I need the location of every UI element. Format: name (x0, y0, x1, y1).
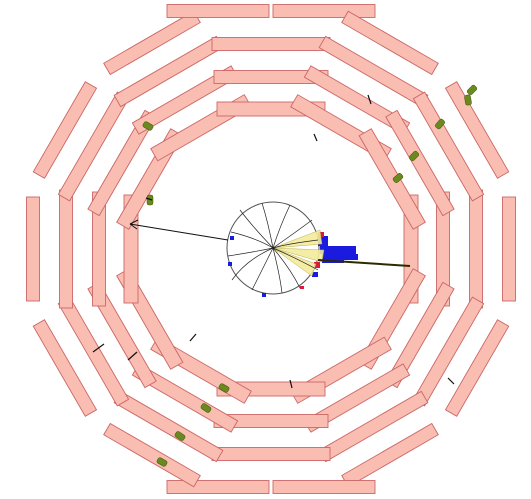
muon-chamber (166, 4, 270, 18)
track (230, 231, 274, 249)
jet-cone (272, 229, 323, 249)
muon-chamber (57, 91, 130, 202)
muon-hits (142, 84, 478, 467)
muon-chamber (318, 390, 429, 463)
charged-tracks (227, 202, 319, 294)
muon-chamber (211, 37, 331, 51)
track-segment (92, 343, 105, 353)
muon-chamber (113, 390, 224, 463)
muon-hit (146, 194, 154, 206)
track-segment (447, 377, 455, 385)
calo-deposit (262, 293, 266, 297)
track-arrowhead (129, 219, 139, 230)
track-segment (313, 133, 318, 142)
muon-chamber (211, 447, 331, 461)
muon-chamber (502, 196, 516, 302)
muon-chamber (385, 109, 455, 217)
jet-cone (272, 247, 317, 277)
muon-hit (156, 457, 168, 467)
muon-hit (435, 118, 445, 130)
muon-hit (464, 94, 472, 106)
calo-deposit (314, 262, 320, 268)
jet-cone (272, 247, 325, 263)
muon-hit (218, 383, 230, 393)
muon-track-right (317, 259, 411, 267)
muon-chamber (469, 189, 483, 309)
calo-deposit (300, 286, 304, 289)
track-segment (145, 197, 153, 201)
track (261, 202, 274, 249)
track (227, 247, 274, 257)
muon-chamber (318, 35, 429, 108)
calo-deposit (230, 236, 234, 240)
muon-chamber (341, 10, 439, 76)
muon-chamber (26, 196, 40, 302)
track-segment (127, 351, 138, 361)
track (239, 209, 274, 249)
track-segment (289, 379, 293, 389)
calo-deposit (320, 246, 356, 254)
muon-segments (92, 94, 455, 389)
muon-hit (466, 84, 478, 96)
track (231, 247, 274, 281)
muon-hit (408, 150, 420, 162)
track (272, 239, 319, 249)
muon-chamber (412, 91, 485, 202)
inner-detector (226, 201, 358, 297)
muon-chamber (272, 4, 376, 18)
calo-deposit (228, 262, 232, 266)
muon-chamber (113, 35, 224, 108)
muon-hit (200, 403, 212, 413)
track (272, 247, 319, 271)
track-segment (367, 94, 372, 105)
muon-hit (392, 173, 404, 183)
calo-deposit (312, 272, 318, 277)
jet-cones (272, 229, 325, 277)
muon-chamber (32, 319, 98, 417)
calo-deposit (322, 254, 358, 260)
muon-chamber (412, 296, 485, 407)
track (272, 204, 291, 249)
muon-chamber (32, 81, 98, 179)
muon-hit (174, 431, 186, 441)
track (272, 219, 313, 249)
calo-deposit (318, 232, 324, 237)
track (272, 247, 301, 289)
muon-chamber (59, 189, 73, 309)
muon-track-left (129, 223, 229, 241)
muon-chamber (103, 422, 201, 488)
muon-chamber (166, 480, 270, 494)
track (272, 247, 283, 294)
muon-chamber (272, 480, 376, 494)
extrapolated-tracks (129, 219, 411, 267)
muon-chamber (444, 319, 510, 417)
track-segment (189, 333, 197, 342)
muon-chamber (444, 81, 510, 179)
calo-deposit (318, 236, 328, 246)
muon-hit (142, 121, 154, 131)
track (251, 247, 274, 291)
